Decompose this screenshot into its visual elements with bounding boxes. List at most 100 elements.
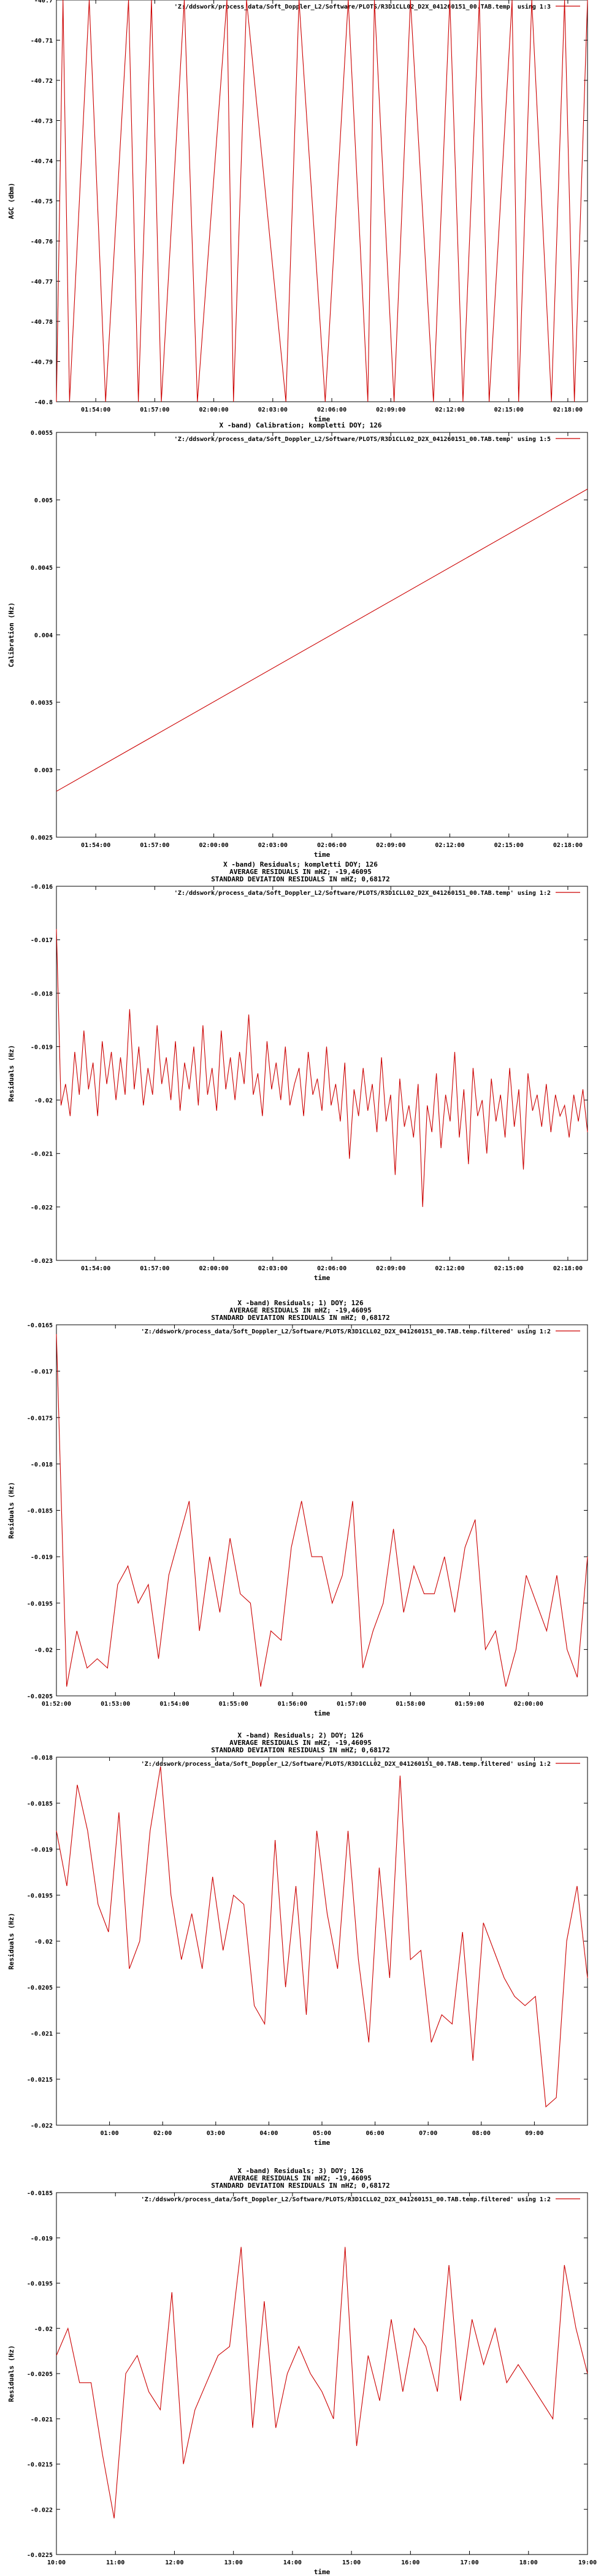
y-tick-label: -0.017 xyxy=(31,937,53,944)
legend: 'Z:/ddswork/process_data/Soft_Doppler_L2… xyxy=(174,889,580,897)
chart-title-line: STANDARD DEVIATION RESIDUALS IN mHZ; 0,6… xyxy=(211,1746,389,1754)
y-tick-label: -0.0195 xyxy=(27,1893,53,1899)
x-tick-label: 02:12:00 xyxy=(435,407,464,413)
y-tick-label: -40.7 xyxy=(34,0,53,4)
legend-label: 'Z:/ddswork/process_data/Soft_Doppler_L2… xyxy=(141,1760,551,1768)
chart-title-line: X -band) Residuals; 1) DOY; 126 xyxy=(237,1299,364,1307)
chart-2: X -band) Calibration; kompletti DOY; 126… xyxy=(7,421,588,859)
y-tick-label: -0.019 xyxy=(31,1554,53,1561)
y-tick-label: 0.005 xyxy=(34,497,53,504)
y-tick-label: -0.021 xyxy=(31,1151,53,1158)
legend-label: 'Z:/ddswork/process_data/Soft_Doppler_L2… xyxy=(174,3,551,10)
x-tick-label: 16:00 xyxy=(401,2559,419,2566)
x-tick-label: 08:00 xyxy=(472,2130,491,2137)
chart-title-line: X -band) Calibration; kompletti DOY; 126 xyxy=(220,421,382,429)
x-tick-label: 01:54:00 xyxy=(159,1701,189,1708)
series-line xyxy=(56,929,588,1207)
y-tick-label: 0.0035 xyxy=(31,700,53,707)
x-tick-label: 02:06:00 xyxy=(317,1265,346,1272)
legend: 'Z:/ddswork/process_data/Soft_Doppler_L2… xyxy=(174,435,580,443)
y-tick-label: -40.73 xyxy=(31,118,53,125)
x-tick-label: 07:00 xyxy=(419,2130,437,2137)
plot-frame xyxy=(56,0,588,402)
x-tick-label: 02:12:00 xyxy=(435,1265,464,1272)
x-tick-label: 01:59:00 xyxy=(454,1701,484,1708)
y-tick-label: -40.79 xyxy=(31,359,53,366)
plot-frame xyxy=(56,886,588,1261)
y-tick-label: -0.0185 xyxy=(27,1801,53,1807)
series-line xyxy=(56,1766,588,2108)
chart-title-line: AVERAGE RESIDUALS IN mHZ; -19,46095 xyxy=(229,1739,372,1747)
chart-title-line: AVERAGE RESIDUALS IN mHZ; -19,46095 xyxy=(229,2174,372,2182)
y-tick-label: -0.017 xyxy=(31,1369,53,1376)
plot-frame xyxy=(56,432,588,838)
x-tick-label: 02:09:00 xyxy=(376,407,405,413)
y-tick-label: -0.0215 xyxy=(27,2462,53,2469)
x-tick-label: 02:03:00 xyxy=(258,1265,288,1272)
x-tick-label: 02:18:00 xyxy=(553,842,583,849)
y-tick-label: -40.78 xyxy=(31,319,53,326)
y-tick-label: -0.0195 xyxy=(27,1601,53,1608)
x-tick-label: 02:00 xyxy=(153,2130,172,2137)
y-tick-label: -0.02 xyxy=(34,1647,53,1654)
series-line xyxy=(56,2247,588,2519)
y-tick-label: 0.0045 xyxy=(31,565,53,572)
y-tick-label: -40.75 xyxy=(31,199,53,205)
x-tick-label: 09:00 xyxy=(525,2130,543,2137)
y-tick-label: -0.0205 xyxy=(27,1985,53,1991)
y-tick-label: -0.019 xyxy=(31,2236,53,2242)
x-tick-label: 01:58:00 xyxy=(396,1701,425,1708)
x-axis-label: time xyxy=(314,2139,331,2147)
x-tick-label: 01:56:00 xyxy=(278,1701,307,1708)
x-tick-label: 06:00 xyxy=(366,2130,385,2137)
chart-3: X -band) Residuals; kompletti DOY; 126AV… xyxy=(7,861,588,1282)
y-tick-label: -0.018 xyxy=(31,1462,53,1468)
chart-title-line: AVERAGE RESIDUALS IN mHZ; -19,46095 xyxy=(229,868,372,876)
y-tick-label: -0.022 xyxy=(31,2507,53,2513)
x-tick-label: 01:54:00 xyxy=(81,1265,110,1272)
y-axis-label: AGC (dbm) xyxy=(7,183,15,220)
y-tick-label: -0.0215 xyxy=(27,2077,53,2083)
plot-frame xyxy=(56,1324,588,1696)
y-tick-label: -40.71 xyxy=(31,38,53,45)
x-tick-label: 01:57:00 xyxy=(337,1701,366,1708)
legend: 'Z:/ddswork/process_data/Soft_Doppler_L2… xyxy=(141,1760,580,1768)
legend-label: 'Z:/ddswork/process_data/Soft_Doppler_L2… xyxy=(174,435,551,443)
y-tick-label: -0.019 xyxy=(31,1847,53,1853)
x-tick-label: 01:57:00 xyxy=(140,407,169,413)
x-tick-label: 01:54:00 xyxy=(81,842,110,849)
y-axis-label: Residuals (Hz) xyxy=(7,1482,15,1539)
y-tick-label: -40.76 xyxy=(31,239,53,245)
y-tick-label: -0.0195 xyxy=(27,2281,53,2288)
chart-title-line: X -band) Residuals; kompletti DOY; 126 xyxy=(223,861,378,868)
x-axis-label: time xyxy=(314,851,331,859)
y-tick-label: -40.74 xyxy=(31,158,53,165)
x-tick-label: 19:00 xyxy=(578,2559,597,2566)
x-tick-label: 02:00:00 xyxy=(514,1701,543,1708)
legend: 'Z:/ddswork/process_data/Soft_Doppler_L2… xyxy=(141,1328,580,1335)
x-tick-label: 17:00 xyxy=(461,2559,479,2566)
x-tick-label: 02:03:00 xyxy=(258,842,288,849)
x-tick-label: 02:15:00 xyxy=(494,1265,524,1272)
y-tick-label: -0.022 xyxy=(31,1205,53,1211)
x-axis-label: time xyxy=(314,415,331,423)
x-tick-label: 01:00 xyxy=(101,2130,119,2137)
y-tick-label: -0.021 xyxy=(31,2031,53,2037)
y-tick-label: -0.02 xyxy=(34,2326,53,2333)
x-tick-label: 02:00:00 xyxy=(199,1265,229,1272)
x-tick-label: 18:00 xyxy=(519,2559,538,2566)
chart-title-line: X -band) Residuals; 2) DOY; 126 xyxy=(237,1731,364,1739)
x-tick-label: 02:00:00 xyxy=(199,842,229,849)
x-tick-label: 02:06:00 xyxy=(317,407,346,413)
legend-label: 'Z:/ddswork/process_data/Soft_Doppler_L2… xyxy=(141,2196,551,2203)
legend-label: 'Z:/ddswork/process_data/Soft_Doppler_L2… xyxy=(174,889,551,897)
x-tick-label: 12:00 xyxy=(165,2559,183,2566)
legend: 'Z:/ddswork/process_data/Soft_Doppler_L2… xyxy=(141,2196,580,2203)
y-tick-label: -0.0205 xyxy=(27,2371,53,2378)
x-tick-label: 05:00 xyxy=(313,2130,331,2137)
series-line xyxy=(56,0,588,402)
